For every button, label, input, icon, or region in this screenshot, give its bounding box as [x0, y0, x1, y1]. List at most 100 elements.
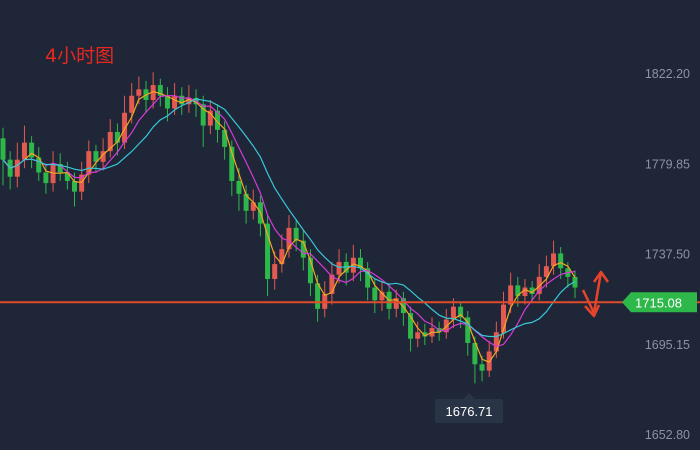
- candle: [0, 127, 6, 186]
- candle-body: [136, 89, 142, 96]
- current-price-badge-shape: [622, 292, 697, 313]
- forecast-arrow-up-head: [592, 270, 610, 283]
- candle-body: [501, 304, 506, 333]
- candle: [358, 249, 363, 282]
- candle: [79, 161, 85, 201]
- y-tick-label: 1695.15: [645, 338, 690, 352]
- candle: [522, 279, 528, 305]
- candle: [114, 123, 120, 156]
- candle-body: [64, 172, 70, 181]
- candle-body: [472, 342, 478, 365]
- candle-body: [243, 193, 249, 211]
- candle: [293, 219, 299, 252]
- candle-body: [29, 142, 35, 158]
- candle-body: [172, 95, 178, 109]
- candle-body: [114, 131, 120, 143]
- candle-body: [300, 240, 306, 258]
- y-axis: 1822.20 1779.85 1737.50 1695.15 1652.80: [645, 67, 690, 442]
- candle: [150, 72, 156, 109]
- candle-body: [558, 253, 564, 269]
- candle-body: [400, 298, 406, 314]
- candle-body: [43, 172, 49, 184]
- candle-body: [393, 298, 399, 309]
- candle-body: [229, 146, 235, 181]
- candle: [157, 78, 163, 107]
- candle-body: [365, 268, 371, 288]
- candle-body: [107, 131, 113, 152]
- candle: [543, 255, 549, 288]
- candle: [57, 153, 63, 181]
- candle-body: [336, 261, 342, 275]
- candle-body: [129, 95, 135, 113]
- candle: [279, 234, 285, 273]
- candle-body: [100, 151, 106, 162]
- candle-body: [150, 85, 156, 100]
- candle-body: [164, 95, 170, 109]
- candle-body: [222, 129, 228, 147]
- candle: [122, 95, 128, 150]
- y-tick-label: 1737.50: [645, 248, 690, 262]
- candle: [479, 355, 485, 382]
- candle-body: [465, 317, 471, 343]
- candle-body: [293, 227, 299, 241]
- candle: [379, 281, 385, 311]
- candle: [229, 140, 235, 196]
- candle-body: [315, 283, 321, 309]
- candle: [422, 323, 428, 346]
- candle: [200, 95, 206, 147]
- candle-body: [157, 85, 163, 96]
- candle-body: [186, 97, 192, 105]
- candle-body: [236, 180, 242, 194]
- candle: [365, 261, 371, 301]
- candle-body: [21, 142, 27, 160]
- candle: [207, 99, 213, 135]
- candle: [86, 140, 92, 184]
- candle: [29, 136, 35, 169]
- candle: [393, 289, 399, 318]
- candle: [250, 189, 256, 220]
- candle: [286, 215, 292, 258]
- candle-body: [250, 202, 256, 211]
- candle: [21, 125, 27, 169]
- moving-average-lines: [2, 90, 576, 363]
- candle-body: [350, 257, 356, 273]
- current-price-label: 1715.08: [635, 295, 682, 310]
- candle-body: [572, 276, 578, 288]
- candle: [243, 185, 249, 224]
- candle-body: [265, 223, 271, 280]
- ma-short-line: [2, 90, 576, 363]
- candle-body: [279, 249, 285, 265]
- candle-body: [72, 180, 77, 192]
- candle-body: [408, 313, 414, 339]
- candle-body: [329, 274, 335, 294]
- forecast-arrows: [581, 270, 610, 318]
- ma-long-line: [2, 98, 576, 338]
- candle-body: [14, 159, 20, 177]
- candle-body: [207, 110, 213, 126]
- candle: [36, 146, 42, 181]
- candle-body: [307, 257, 313, 284]
- y-tick-label: 1779.85: [645, 157, 690, 171]
- forecast-arrow-down-head: [584, 304, 601, 318]
- ma-mid-line: [2, 95, 576, 348]
- candle-body: [372, 287, 378, 301]
- chart-title: 4小时图: [45, 45, 114, 67]
- candle: [415, 321, 421, 348]
- candle: [307, 249, 313, 297]
- candle: [400, 291, 406, 326]
- candle: [72, 172, 77, 207]
- candle-body: [86, 151, 92, 175]
- current-price-badge: 1715.08: [622, 292, 697, 313]
- candle-body: [286, 227, 292, 250]
- candle: [300, 229, 306, 271]
- candle-body: [522, 287, 528, 297]
- candle: [107, 119, 113, 158]
- candle-body: [57, 163, 63, 173]
- candle-body: [379, 291, 385, 301]
- candle-body: [93, 151, 99, 162]
- candle-body: [79, 174, 85, 192]
- candle: [408, 306, 414, 352]
